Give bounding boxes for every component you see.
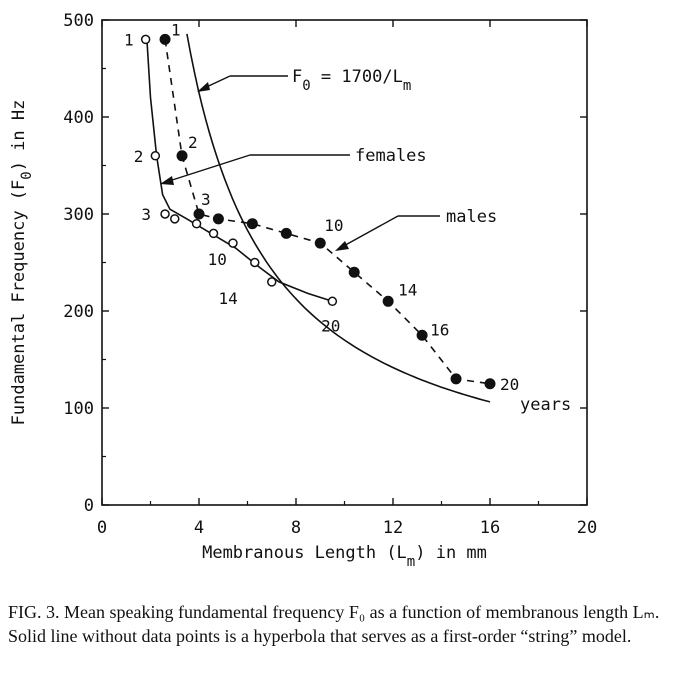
y-tick-label: 100 [63, 399, 94, 419]
x-axis-title-end: ) in mm [415, 543, 487, 563]
markers [140, 33, 496, 390]
male-point [176, 150, 188, 162]
x-axis-title: Membranous Length (Lm) in mm [202, 543, 487, 570]
male-point-label: 3 [201, 190, 211, 209]
male-point [246, 218, 258, 230]
formula-label-sub2: m [403, 78, 411, 94]
females-pointer-line-2 [165, 154, 251, 183]
female-point-label: 2 [134, 147, 144, 166]
female-point-label: 20 [321, 316, 340, 335]
male-point-label: 1 [171, 20, 181, 39]
formula-label: F0 = 1700/Lm [292, 67, 411, 94]
female-point-label: 14 [218, 289, 237, 308]
hyperbola-curve [186, 33, 491, 403]
male-point-label: 2 [188, 133, 198, 152]
male-point [416, 329, 428, 341]
males-pointer-line-2 [339, 215, 399, 249]
x-tick-label: 16 [480, 518, 500, 538]
female-point [208, 228, 219, 239]
y-tick-label: 200 [63, 302, 94, 322]
formula-arrowhead [197, 82, 210, 92]
female-point-label: 3 [141, 205, 151, 224]
male-point [212, 213, 224, 225]
male-point [280, 227, 292, 239]
male-point [314, 237, 326, 249]
x-axis-title-sub: m [407, 554, 415, 570]
formula-label-sub: 0 [302, 78, 310, 94]
y-tick-label: 0 [84, 496, 94, 516]
male-point [348, 266, 360, 278]
x-tick-label: 4 [194, 518, 204, 538]
formula-label-f: F [292, 67, 302, 87]
years-label: years [520, 395, 571, 415]
y-axis-title-end: ) in Hz [9, 100, 29, 172]
y-axis-title-sub: 0 [19, 171, 35, 179]
x-tick-label: 12 [383, 518, 403, 538]
male-point [159, 33, 171, 45]
males-label: males [446, 207, 497, 227]
females-label: females [355, 146, 427, 166]
female-point [150, 151, 161, 161]
x-tick-label: 20 [577, 518, 597, 538]
male-point [450, 373, 462, 385]
x-tick-label: 0 [97, 518, 107, 538]
y-axis-title-main: Fundamental Frequency (F [9, 180, 29, 426]
formula-label-mid: = 1700/L [311, 67, 403, 87]
female-point [228, 238, 238, 248]
labels: 1 2 3 10 14 20 1 2 3 10 14 16 20 F0 = 1700/Lm females m… [124, 20, 571, 415]
female-point [267, 277, 277, 287]
x-tick-label: 8 [291, 518, 301, 538]
male-point [484, 378, 496, 390]
male-point [193, 208, 205, 220]
female-point-label: 1 [124, 30, 134, 49]
plot-frame [101, 19, 588, 506]
female-point [160, 209, 170, 219]
male-point-label: 20 [500, 375, 519, 394]
figure-caption: FIG. 3. Mean speaking fundamental freque… [8, 602, 660, 646]
male-point-label: 14 [398, 280, 417, 299]
males-arrowhead [335, 241, 349, 251]
y-axis-title: Fundamental Frequency (F0) in Hz [9, 100, 35, 426]
y-tick-label: 300 [63, 205, 94, 225]
female-point [140, 34, 151, 45]
y-tick-label: 400 [63, 108, 94, 128]
female-point [191, 218, 202, 229]
male-point-label: 10 [324, 216, 343, 235]
y-tick-label: 500 [63, 11, 94, 31]
female-point [327, 296, 338, 307]
male-point-label: 16 [430, 320, 449, 339]
female-point-label: 10 [208, 250, 227, 269]
male-point [382, 295, 394, 307]
female-point [170, 214, 180, 224]
female-point [250, 257, 260, 268]
x-axis-title-main: Membranous Length (L [202, 543, 407, 563]
females-arrowhead [160, 176, 174, 185]
